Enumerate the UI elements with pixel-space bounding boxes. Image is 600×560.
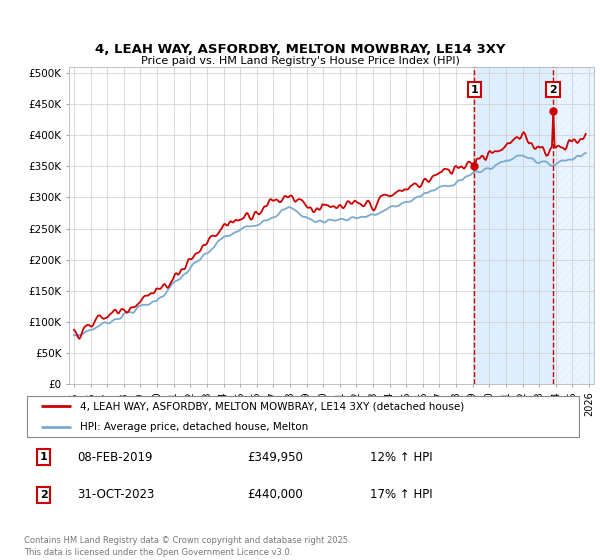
Text: £440,000: £440,000 bbox=[247, 488, 303, 501]
Text: 1: 1 bbox=[40, 452, 47, 462]
Text: HPI: Average price, detached house, Melton: HPI: Average price, detached house, Melt… bbox=[80, 422, 308, 432]
Text: 1: 1 bbox=[470, 85, 478, 95]
Text: 31-OCT-2023: 31-OCT-2023 bbox=[77, 488, 154, 501]
Text: 08-FEB-2019: 08-FEB-2019 bbox=[77, 451, 152, 464]
Text: 4, LEAH WAY, ASFORDBY, MELTON MOWBRAY, LE14 3XY: 4, LEAH WAY, ASFORDBY, MELTON MOWBRAY, L… bbox=[95, 43, 505, 56]
Text: 17% ↑ HPI: 17% ↑ HPI bbox=[370, 488, 433, 501]
Bar bbox=[475, 67, 553, 384]
Text: 2: 2 bbox=[549, 85, 557, 95]
Text: 2: 2 bbox=[40, 490, 47, 500]
Text: £349,950: £349,950 bbox=[247, 451, 303, 464]
Text: 4, LEAH WAY, ASFORDBY, MELTON MOWBRAY, LE14 3XY (detached house): 4, LEAH WAY, ASFORDBY, MELTON MOWBRAY, L… bbox=[80, 401, 464, 411]
Bar bbox=[553, 67, 598, 384]
Text: Contains HM Land Registry data © Crown copyright and database right 2025.
This d: Contains HM Land Registry data © Crown c… bbox=[24, 536, 350, 557]
Text: 12% ↑ HPI: 12% ↑ HPI bbox=[370, 451, 433, 464]
FancyBboxPatch shape bbox=[27, 396, 579, 437]
Text: Price paid vs. HM Land Registry's House Price Index (HPI): Price paid vs. HM Land Registry's House … bbox=[140, 56, 460, 66]
